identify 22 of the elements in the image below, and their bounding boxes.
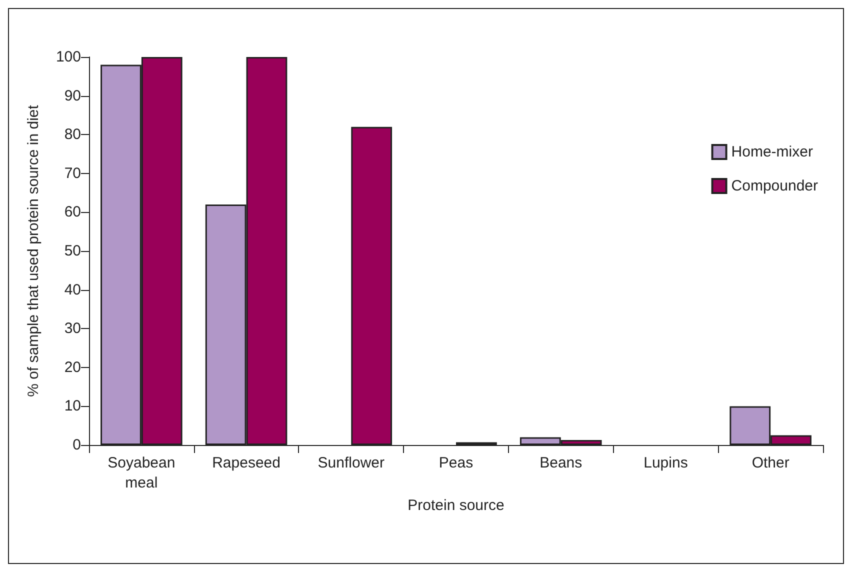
legend-label: Home-mixer <box>731 144 813 160</box>
y-tick-label: 40 <box>64 281 81 298</box>
y-tick-label: 70 <box>64 164 81 182</box>
x-tick-label: Lupins <box>644 454 688 472</box>
y-tick-label: 10 <box>64 398 81 415</box>
legend-label: Compounder <box>731 178 818 194</box>
x-axis-title: Protein source <box>408 496 504 514</box>
y-tick-label: 0 <box>72 436 81 454</box>
x-tick-label: Beans <box>540 454 582 472</box>
x-tick-label: Peas <box>438 454 474 472</box>
x-tick-label: Soyabean meal <box>108 454 176 492</box>
y-tick-label: 60 <box>64 204 81 221</box>
y-axis-title: % of sample that used protein source in diet <box>25 104 42 397</box>
y-tick-label: 100 <box>56 48 81 66</box>
y-tick-label: 20 <box>64 358 81 376</box>
y-tick-label: 80 <box>64 126 81 144</box>
y-tick-label: 90 <box>64 87 81 104</box>
y-tick-label: 30 <box>64 320 81 338</box>
y-tick-label: 50 <box>64 242 81 260</box>
x-tick-label: Other <box>752 454 790 472</box>
x-tick-label: Rapeseed <box>212 454 280 472</box>
x-tick-label: Sunflower <box>318 454 384 472</box>
